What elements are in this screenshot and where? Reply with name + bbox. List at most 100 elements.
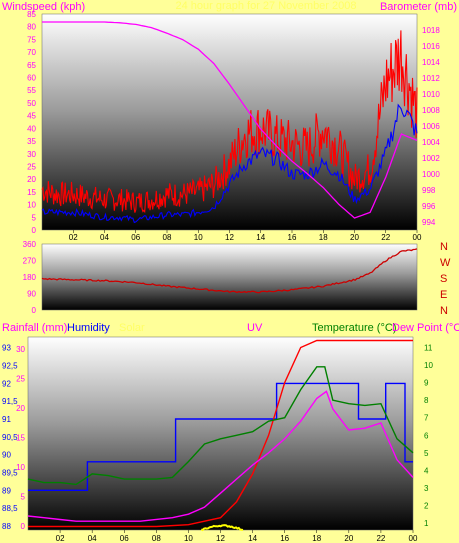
dewpoint-series-line xyxy=(27,390,414,522)
wind-tick-label: 80 xyxy=(27,23,36,32)
compass-n-top: N xyxy=(440,241,448,253)
bottom-x-tick-label: 20 xyxy=(344,534,353,543)
wind-tick-label: 70 xyxy=(27,48,36,57)
avg-series-line xyxy=(41,103,418,224)
compass-e: E xyxy=(440,289,447,301)
bottom-x-tick-label: 02 xyxy=(56,534,65,543)
wind-tick-label: 20 xyxy=(27,175,36,184)
barometer-tick-label: 1008 xyxy=(422,106,440,115)
barometer-tick-label: 998 xyxy=(422,186,436,195)
wind-x-tick-label: 20 xyxy=(350,233,359,242)
wind-tick-label: 85 xyxy=(27,10,36,19)
wind-tick-label: 30 xyxy=(27,150,36,159)
bottom-x-tick-label: 00 xyxy=(409,534,418,543)
temperature-tick-label: 10 xyxy=(424,361,433,370)
humidity-tick-label: 89,5 xyxy=(2,469,18,478)
rainfall-tick-label: 20 xyxy=(16,404,25,413)
wind-x-tick-label: 12 xyxy=(225,233,234,242)
barometer-series-line xyxy=(42,21,418,219)
humidity-tick-label: 90,5 xyxy=(2,433,18,442)
humidity-series-line xyxy=(28,382,413,491)
wind-x-tick-label: 10 xyxy=(194,233,203,242)
wind-tick-label: 40 xyxy=(27,124,36,133)
rain-temp-panel xyxy=(27,336,414,531)
rainfall-tick-label: 5 xyxy=(21,492,26,501)
solar-axis-title: Solar xyxy=(119,322,145,334)
wind-tick-label: 45 xyxy=(27,112,36,121)
humidity-tick-label: 93 xyxy=(2,344,11,353)
wind-x-tick-label: 08 xyxy=(163,233,172,242)
humidity-tick-label: 88 xyxy=(2,522,11,531)
wind-tick-label: 10 xyxy=(27,201,36,210)
wind-x-tick-label: 02 xyxy=(69,233,78,242)
humidity-tick-label: 92,5 xyxy=(2,362,18,371)
wind-tick-label: 65 xyxy=(27,61,36,70)
temperature-tick-label: 4 xyxy=(424,466,429,475)
wind-x-tick-label: 22 xyxy=(381,233,390,242)
humidity-tick-label: 89 xyxy=(2,486,11,495)
temperature-tick-label: 2 xyxy=(424,501,429,510)
rainfall-tick-label: 10 xyxy=(16,463,25,472)
wind-x-tick-label: 18 xyxy=(319,233,328,242)
wind-tick-label: 35 xyxy=(27,137,36,146)
wind-x-tick-label: 00 xyxy=(413,233,422,242)
bottom-x-tick-label: 04 xyxy=(88,534,97,543)
direction-panel xyxy=(41,243,418,311)
temperature-tick-label: 1 xyxy=(424,519,429,528)
direction-series-line xyxy=(41,248,418,294)
direction-tick-label: 90 xyxy=(27,290,36,299)
barometer-tick-label: 1010 xyxy=(422,90,440,99)
humidity-tick-label: 91,5 xyxy=(2,397,18,406)
compass-s: S xyxy=(440,273,447,285)
bottom-x-tick-label: 06 xyxy=(120,534,129,543)
wind-tick-label: 60 xyxy=(27,74,36,83)
humidity-tick-label: 88,5 xyxy=(2,504,18,513)
bottom-x-tick-label: 22 xyxy=(376,534,385,543)
barometer-tick-label: 1018 xyxy=(422,26,440,35)
barometer-tick-label: 1000 xyxy=(422,170,440,179)
barometer-tick-label: 1004 xyxy=(422,138,440,147)
wind-tick-label: 50 xyxy=(27,99,36,108)
wind-tick-label: 5 xyxy=(32,213,37,222)
rainfall-axis-title: Rainfall (mm) xyxy=(2,322,67,334)
humidity-tick-label: 90 xyxy=(2,451,11,460)
solar-series-line xyxy=(200,524,244,532)
humidity-tick-label: 92 xyxy=(2,379,11,388)
barometer-tick-label: 1012 xyxy=(422,74,440,83)
wind-tick-label: 25 xyxy=(27,162,36,171)
temperature-axis-title: Temperature (°C) xyxy=(312,322,396,334)
humidity-tick-label: 91 xyxy=(2,415,11,424)
chart-date-title: 24 hour graph for 27 November 2008 xyxy=(175,0,356,12)
barometer-tick-label: 1014 xyxy=(422,58,440,67)
barometer-tick-label: 1006 xyxy=(422,122,440,131)
wind-x-tick-label: 16 xyxy=(288,233,297,242)
direction-tick-label: 270 xyxy=(23,257,37,266)
compass-w: W xyxy=(440,257,451,269)
humidity-axis-title: Humidity xyxy=(67,322,110,334)
rainfall-tick-label: 0 xyxy=(21,522,26,531)
temperature-tick-label: 8 xyxy=(424,396,429,405)
wind-tick-label: 0 xyxy=(32,226,37,235)
temperature-tick-label: 11 xyxy=(424,344,433,353)
wind-x-tick-label: 14 xyxy=(256,233,265,242)
temperature-tick-label: 9 xyxy=(424,379,429,388)
barometer-tick-label: 994 xyxy=(422,218,436,227)
rainfall-tick-label: 15 xyxy=(16,433,25,442)
barometer-tick-label: 1002 xyxy=(422,154,440,163)
dewpoint-axis-title: Dew Point (°C) xyxy=(392,322,459,334)
wind-x-tick-label: 04 xyxy=(100,233,109,242)
rainfall-tick-label: 30 xyxy=(16,345,25,354)
bottom-x-tick-label: 18 xyxy=(312,534,321,543)
temperature-tick-label: 6 xyxy=(424,431,429,440)
wind-x-tick-label: 06 xyxy=(131,233,140,242)
direction-tick-label: 180 xyxy=(23,273,37,282)
rainfall-tick-label: 25 xyxy=(16,374,25,383)
wind-tick-label: 75 xyxy=(27,35,36,44)
bottom-x-tick-label: 10 xyxy=(184,534,193,543)
temperature-tick-label: 3 xyxy=(424,484,429,493)
uv-axis-title: UV xyxy=(247,322,263,334)
bottom-x-tick-label: 16 xyxy=(280,534,289,543)
wind-tick-label: 15 xyxy=(27,188,36,197)
wind-panel xyxy=(41,13,418,231)
